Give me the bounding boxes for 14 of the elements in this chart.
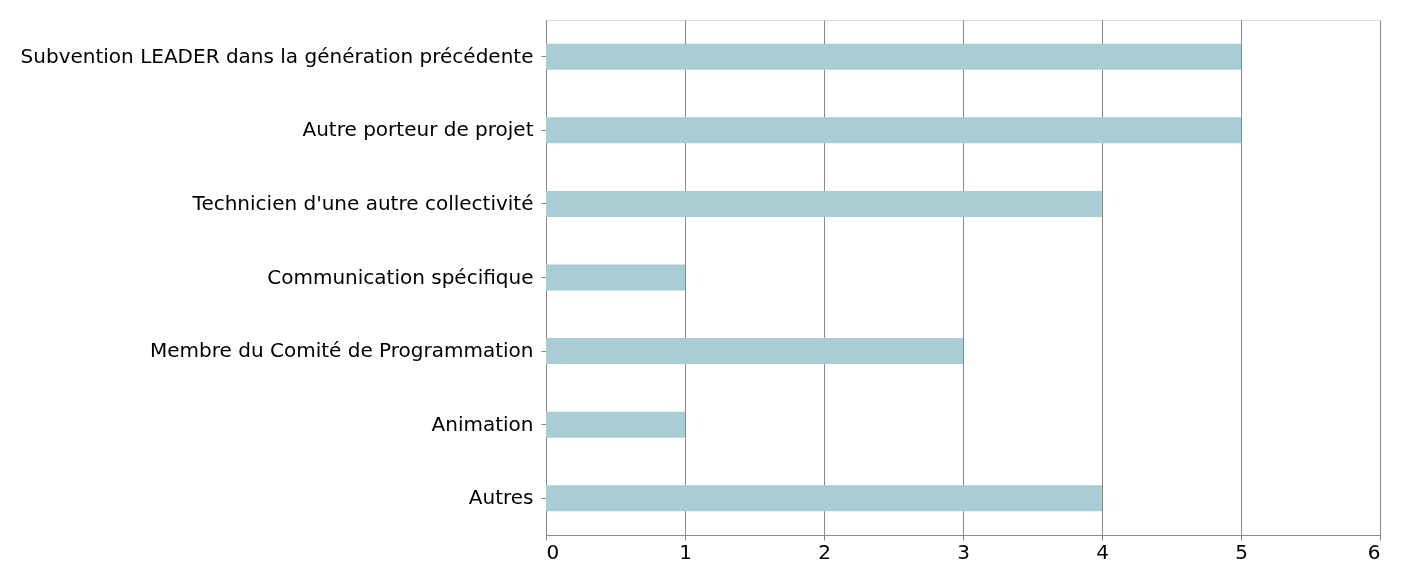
x-tick-label: 0 bbox=[546, 539, 560, 564]
y-tick-label: Subvention LEADER dans la génération précédente bbox=[20, 43, 534, 68]
y-tick-label: Autres bbox=[468, 485, 534, 510]
y-tick-label: Membre du Comité de Programmation bbox=[150, 338, 534, 363]
y-tick-label: Autre porteur de projet bbox=[302, 117, 534, 142]
x-tick-label: 4 bbox=[1096, 539, 1109, 564]
y-tick-label: Technicien d'une autre collectivité bbox=[191, 190, 534, 215]
x-tick-label: 3 bbox=[957, 539, 970, 564]
x-tick-label: 6 bbox=[1367, 539, 1381, 564]
x-tick-label: 1 bbox=[679, 539, 692, 564]
y-tick-label: Communication spécifique bbox=[267, 264, 534, 289]
x-tick-label: 2 bbox=[818, 539, 831, 564]
y-tick-label: Animation bbox=[431, 411, 534, 436]
x-tick-label: 5 bbox=[1235, 539, 1248, 564]
